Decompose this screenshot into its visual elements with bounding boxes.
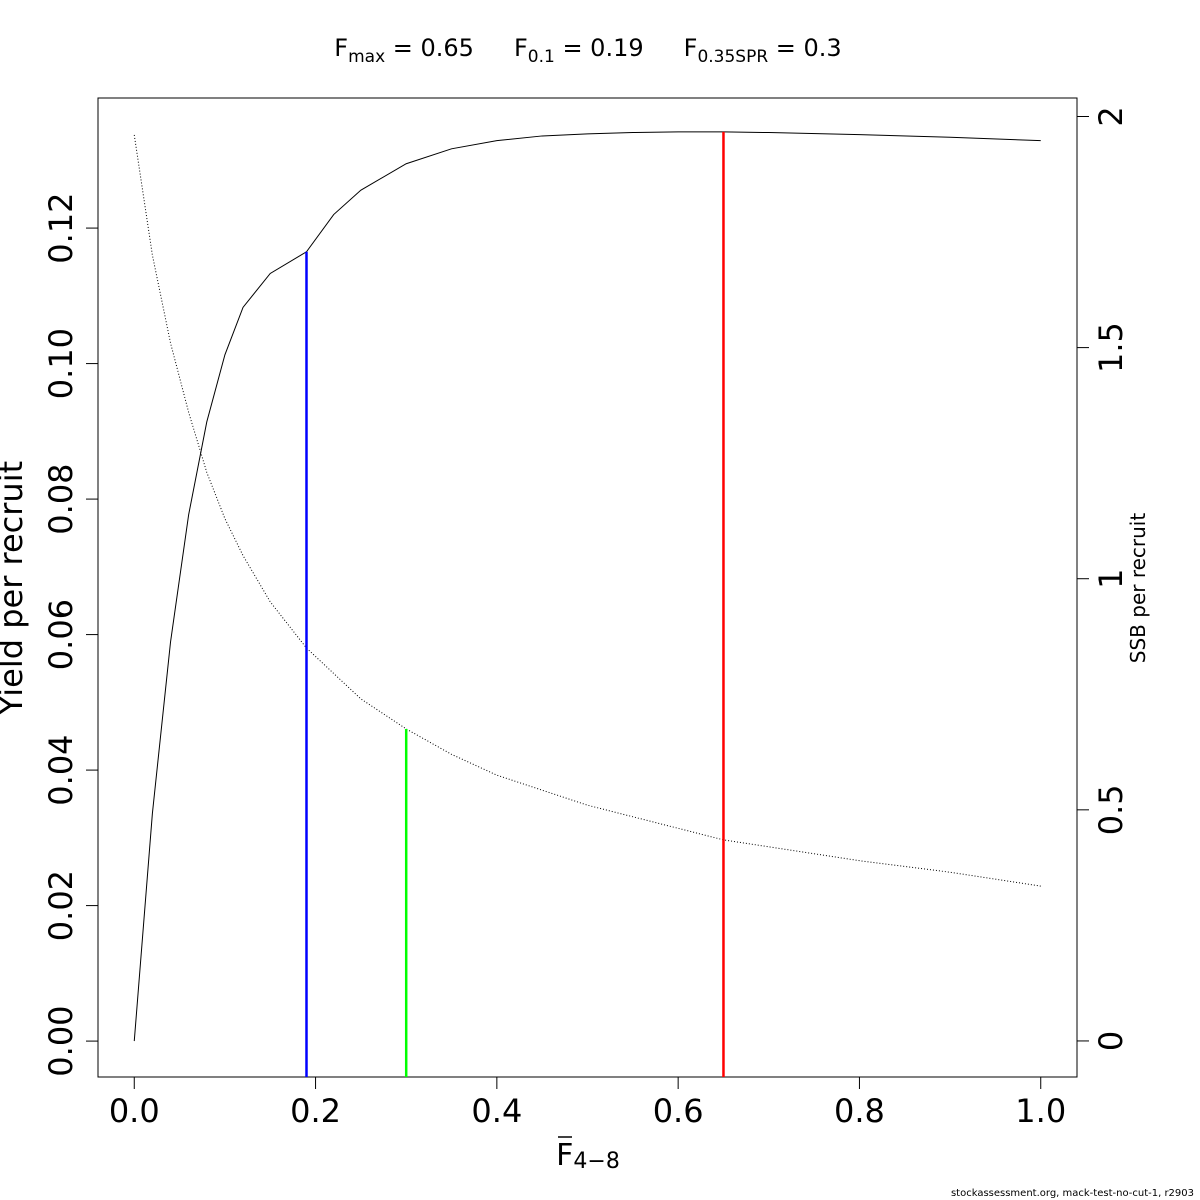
- x-tick-label: 1.0: [1015, 1092, 1066, 1130]
- footer-credit: stockassessment.org, mack-test-no-cut-1,…: [950, 1188, 1194, 1199]
- x-axis-label: F4−8: [556, 1136, 620, 1174]
- series-lines: [133, 131, 1041, 1042]
- y-axis-left: 0.00 0.02 0.04 0.06 0.08 0.10 0.12: [42, 192, 99, 1077]
- y-right-tick-label: 2: [1092, 106, 1130, 126]
- x-axis-label-main: F: [556, 1138, 573, 1173]
- ssb-per-recruit-line: [133, 134, 1041, 887]
- x-tick-label: 0.4: [471, 1092, 522, 1130]
- y-left-tick-label: 0.08: [42, 463, 80, 534]
- x-tick-label: 0.8: [834, 1092, 885, 1130]
- svg-text:F4−8: F4−8: [556, 1138, 620, 1174]
- y-left-tick-label: 0.02: [42, 870, 80, 941]
- title-part-0: F: [334, 34, 348, 62]
- y-left-tick-label: 0.12: [42, 192, 80, 263]
- reference-lines: [305, 131, 725, 1077]
- y-right-tick-label: 0: [1092, 1031, 1130, 1051]
- plot-frame: [97, 97, 1078, 1078]
- y-right-tick-label: 1.5: [1092, 322, 1130, 373]
- x-tick-label: 0.2: [290, 1092, 341, 1130]
- title-part-sub-1: 0.1: [528, 47, 555, 67]
- x-tick-label: 0.6: [653, 1092, 704, 1130]
- y-left-tick-label: 0.04: [42, 734, 80, 805]
- y-right-tick-label: 0.5: [1092, 784, 1130, 835]
- y-left-tick-label: 0.00: [42, 1005, 80, 1076]
- title-part-value-2: = 0.3: [768, 34, 842, 62]
- y-axis-right: 0 0.5 1 1.5 2: [1076, 106, 1130, 1051]
- chart-title: Fmax = 0.65 F0.1 = 0.19 F0.35SPR = 0.3: [334, 34, 841, 67]
- x-axis-label-sub: 4−8: [573, 1149, 619, 1174]
- y-left-tick-label: 0.10: [42, 328, 80, 399]
- y-axis-right-label: SSB per recruit: [1126, 513, 1150, 664]
- yield-per-recruit-line: [133, 131, 1041, 1042]
- x-axis: 0.0 0.2 0.4 0.6 0.8 1.0: [109, 1076, 1066, 1130]
- title-part-value-0: = 0.65: [385, 34, 474, 62]
- title-part-sub-2: 0.35SPR: [697, 47, 768, 67]
- y-left-tick-label: 0.06: [42, 599, 80, 670]
- title-part-2: F: [684, 34, 698, 62]
- y-right-tick-label: 1: [1092, 569, 1130, 589]
- title-part-1: F: [514, 34, 528, 62]
- x-tick-label: 0.0: [109, 1092, 160, 1130]
- title-part-value-1: = 0.19: [555, 34, 644, 62]
- title-part-sub-0: max: [348, 47, 385, 67]
- y-axis-left-label: Yield per recruit: [0, 461, 30, 716]
